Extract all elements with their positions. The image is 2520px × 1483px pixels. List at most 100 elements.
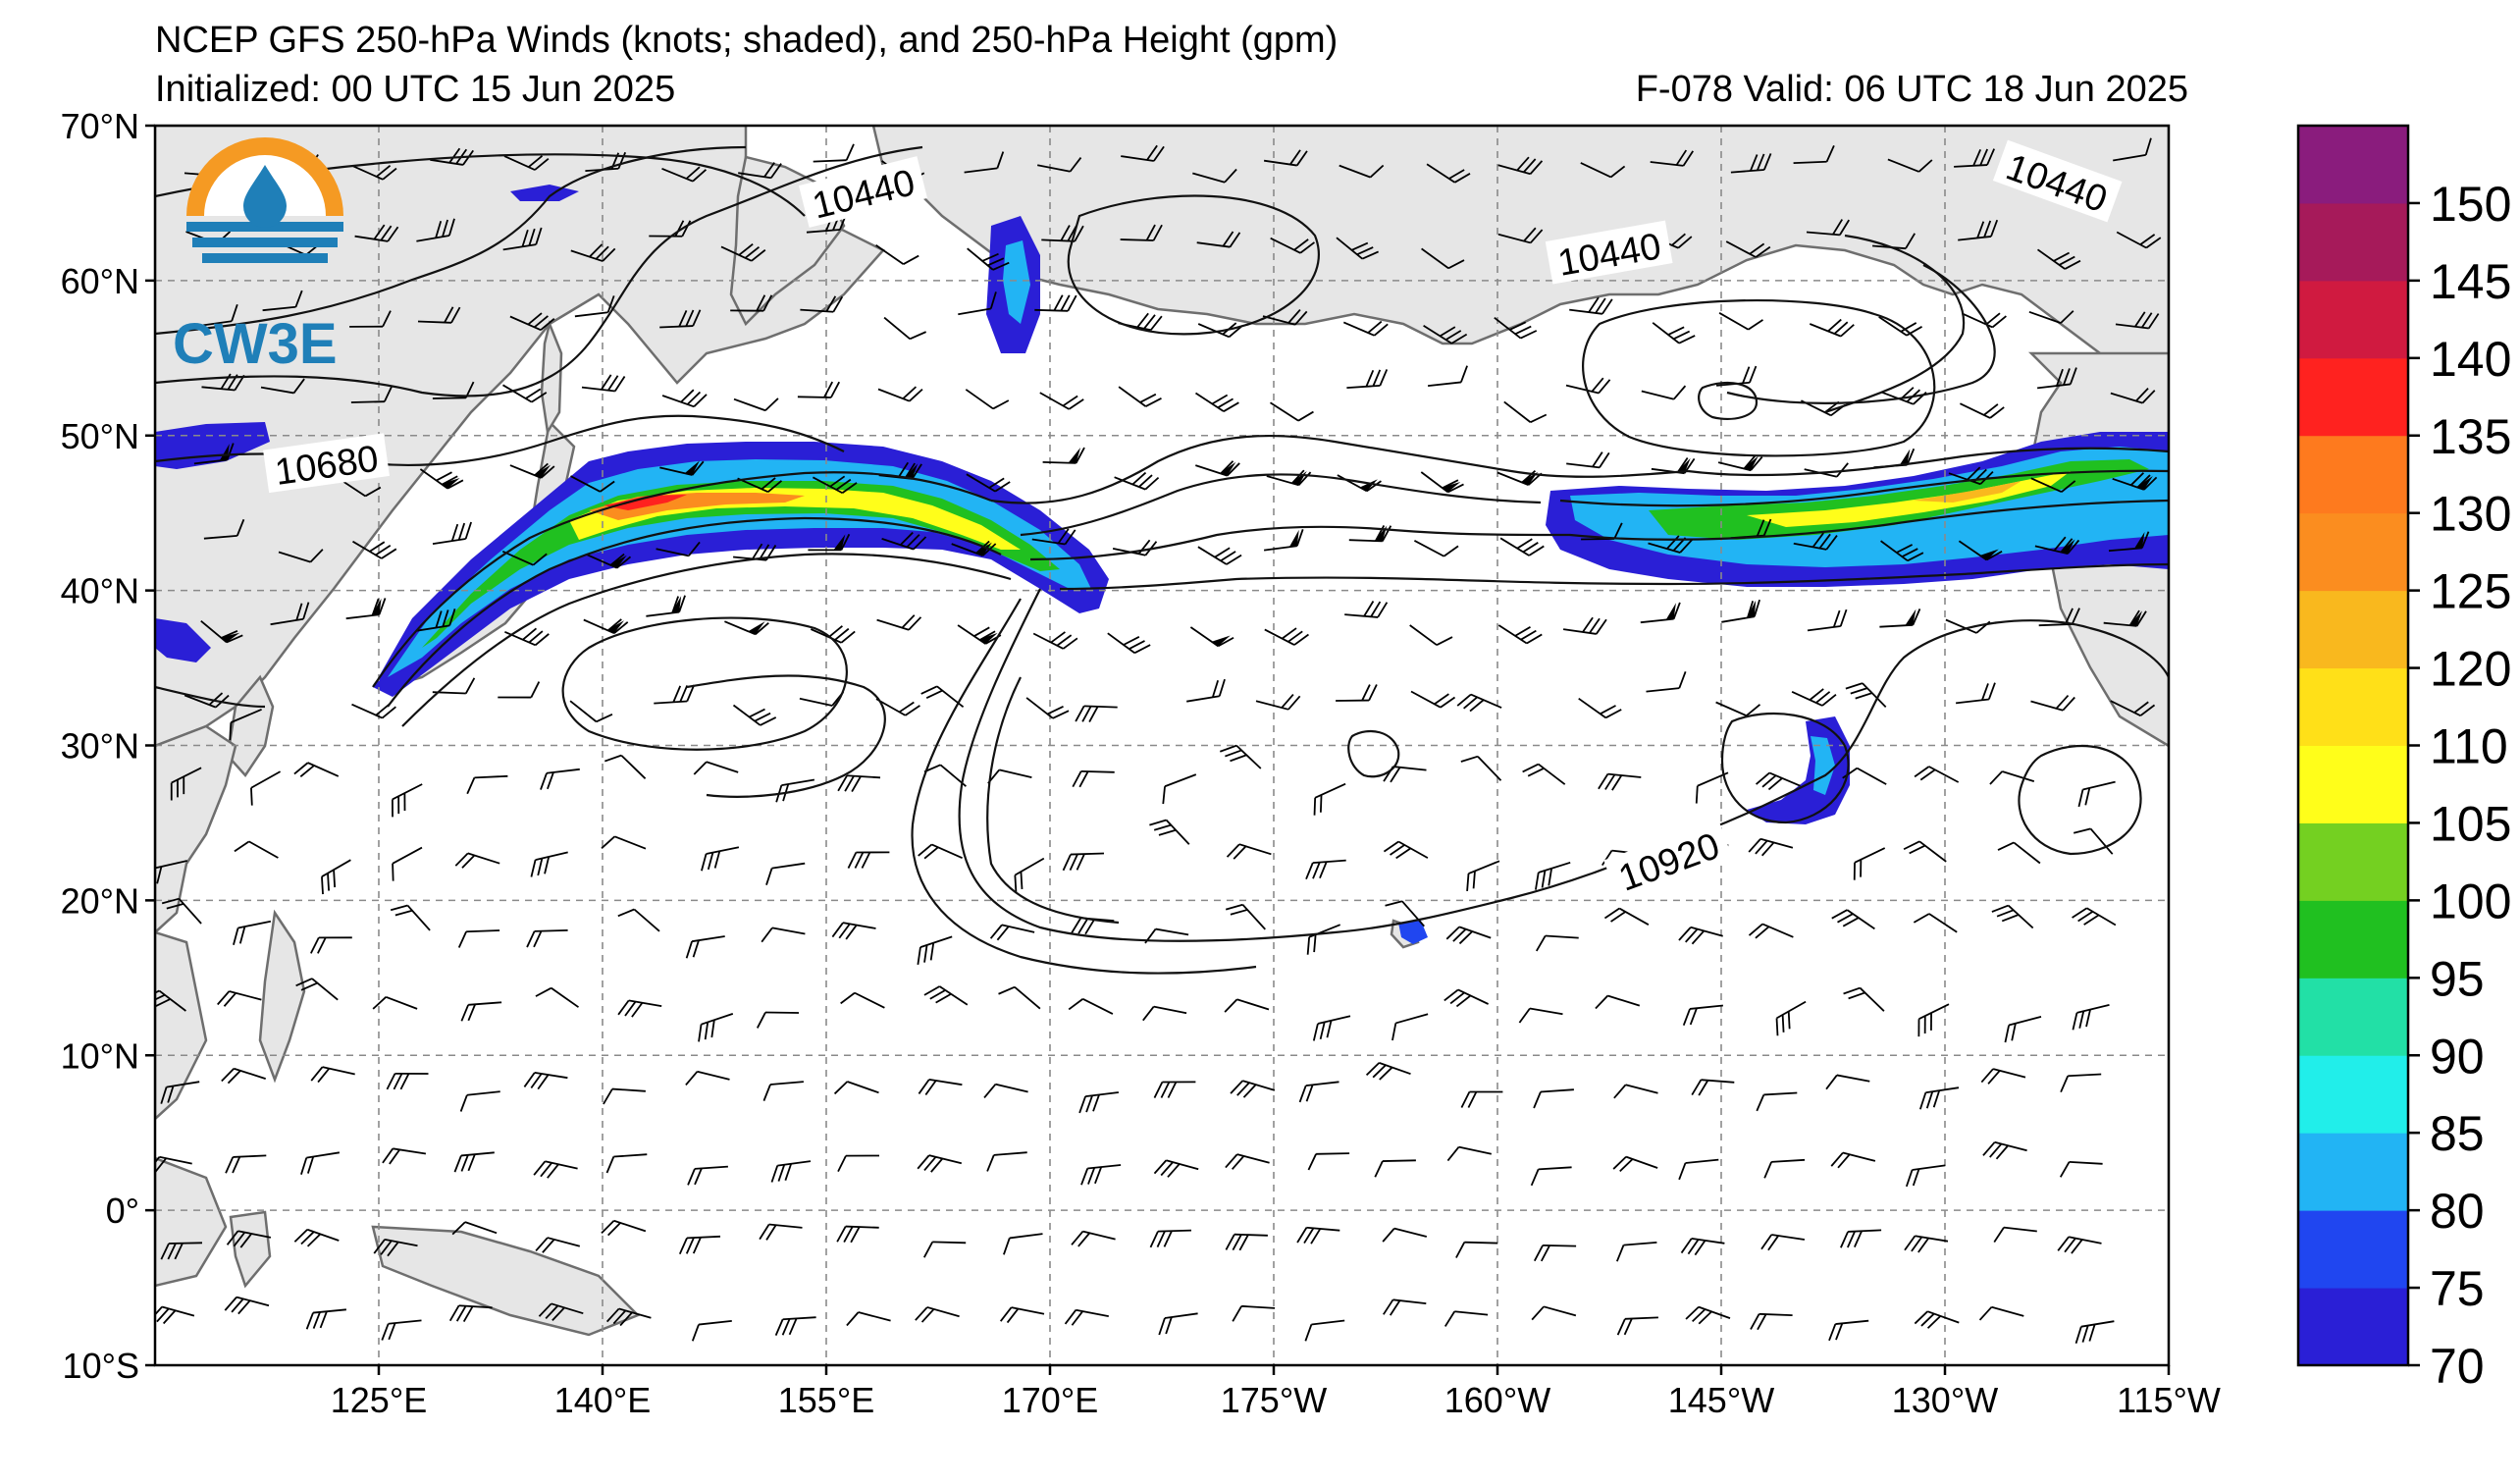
wind-barb [392, 783, 423, 818]
colorbar-bin [2298, 280, 2408, 359]
colorbar-tick-label: 85 [2430, 1106, 2485, 1161]
wind-barb-shaft [738, 172, 771, 180]
wind-barb-shaft [1912, 1164, 1946, 1171]
colorbar: 7075808590951001051101201251301351401451… [2296, 124, 2511, 1394]
wind-barb-feather [1460, 755, 1479, 763]
wind-barb-shaft [1776, 1000, 1807, 1020]
wind-barb-feather [920, 1308, 935, 1323]
wind-barb-feather [521, 229, 529, 247]
wind-barb [881, 531, 927, 551]
wind-barb-feather [1448, 169, 1465, 180]
wind-barb-feather [386, 1073, 396, 1090]
wind-barb [509, 462, 555, 479]
wind-barb-feather [1391, 1023, 1397, 1041]
colorbar-tick-label: 80 [2430, 1184, 2485, 1239]
wind-barb-feather [1219, 744, 1237, 753]
wind-barb [1080, 1164, 1122, 1186]
wind-barb-shaft [1428, 381, 1461, 387]
wind-barb [1195, 460, 1240, 477]
colorbar-bin [2298, 512, 2408, 592]
wind-barb-feather [292, 378, 305, 394]
wind-barb-feather [1296, 1227, 1308, 1244]
wind-barb-shaft [237, 920, 272, 929]
wind-barb [1497, 227, 1544, 244]
wind-barb-shaft [1698, 1305, 1731, 1319]
wind-barb-feather [1989, 1142, 2003, 1158]
contour-ring [2018, 744, 2142, 856]
wind-barb-feather [692, 169, 708, 183]
wind-barb [1337, 474, 1382, 493]
wind-barb-shaft [1848, 1229, 1882, 1233]
wind-barb-feather [1062, 395, 1078, 407]
lat-tick-label: 60°N [61, 261, 139, 301]
wind-barb-feather [1377, 602, 1389, 618]
contour-line [986, 676, 1120, 925]
wind-barb-feather [1821, 694, 1837, 707]
wind-barb-feather [1753, 599, 1760, 617]
wind-barb-shaft [1121, 155, 1154, 162]
wind-barb-feather [755, 621, 769, 636]
wind-barb-feather [534, 158, 550, 171]
wind-barb-shaft [1392, 1298, 1427, 1304]
wind-barb [983, 1083, 1028, 1098]
wind-barb-feather [381, 548, 397, 559]
wind-barb-feather [1153, 1082, 1164, 1098]
wind-barb-shaft [236, 1296, 270, 1307]
wind-barb-feather [761, 927, 773, 943]
wind-barb-feather [624, 1001, 637, 1017]
wind-barb [1149, 1229, 1192, 1248]
wind-barb [1580, 162, 1626, 179]
height-contours [155, 145, 2169, 975]
land-borneo [155, 1156, 228, 1288]
wind-barb [1691, 1079, 1735, 1096]
wind-barb-shaft [883, 316, 911, 341]
wind-barb-shaft [1263, 159, 1297, 167]
longitude-labels: 125°E 140°E 155°E 170°E 175°W 160°W 145°W 130°W… [331, 1380, 2221, 1420]
wind-barb-feather [692, 1237, 702, 1254]
wind-barb-shaft [1497, 624, 1528, 645]
wind-barb-pennant [2060, 539, 2075, 555]
wind-barb [1982, 1140, 2027, 1160]
contour-line [990, 434, 1689, 504]
wind-barb-shaft [1691, 1238, 1725, 1245]
wind-barb-feather [1123, 636, 1140, 646]
wind-barb-feather [693, 394, 708, 407]
wind-barb-feather [770, 1165, 779, 1183]
wind-barb-feather [1967, 466, 1981, 481]
wind-barb-feather [1361, 684, 1371, 702]
wind-barb [964, 151, 1005, 174]
wind-barb [2072, 907, 2117, 927]
wind-barb-shaft [1379, 1062, 1411, 1076]
wind-barb-feather [756, 294, 766, 312]
wind-barb-shaft [1768, 771, 1801, 787]
wind-barb-feather [762, 1084, 771, 1101]
wind-barb-feather [1074, 225, 1084, 242]
wind-barb [221, 1067, 266, 1085]
wind-barb-feather [450, 523, 459, 542]
wind-barb-feather [2073, 827, 2091, 834]
wind-barb-feather [467, 1003, 477, 1022]
wind-barb [453, 1151, 495, 1173]
wind-barb-feather [1930, 1013, 1932, 1031]
wind-barb-feather [306, 1156, 315, 1174]
wind-barb [1825, 1074, 1870, 1090]
contour-line [1824, 234, 1966, 414]
wind-barb-feather [525, 388, 542, 399]
wind-barb-feather [436, 471, 452, 482]
wind-barb-feather [1144, 476, 1160, 491]
wind-barb-feather [1623, 1318, 1633, 1336]
wind-barb-shaft [1312, 859, 1346, 865]
wind-barb-feather [915, 1306, 928, 1321]
wind-barb-feather [1818, 533, 1831, 550]
wind-barb-shaft [1238, 843, 1272, 856]
wind-barb [2036, 248, 2081, 270]
wind-barb [1980, 1068, 2026, 1085]
wind-barb-feather [994, 481, 1011, 493]
wind-barb [2112, 472, 2158, 491]
wind-barb-shaft [1421, 247, 1449, 270]
wind-barb-feather [1071, 917, 1082, 933]
wind-barb [1346, 369, 1389, 389]
wind-barb-shaft [1164, 773, 1197, 788]
wind-barb-feather [698, 1024, 703, 1042]
wind-barb-shaft [732, 704, 761, 726]
